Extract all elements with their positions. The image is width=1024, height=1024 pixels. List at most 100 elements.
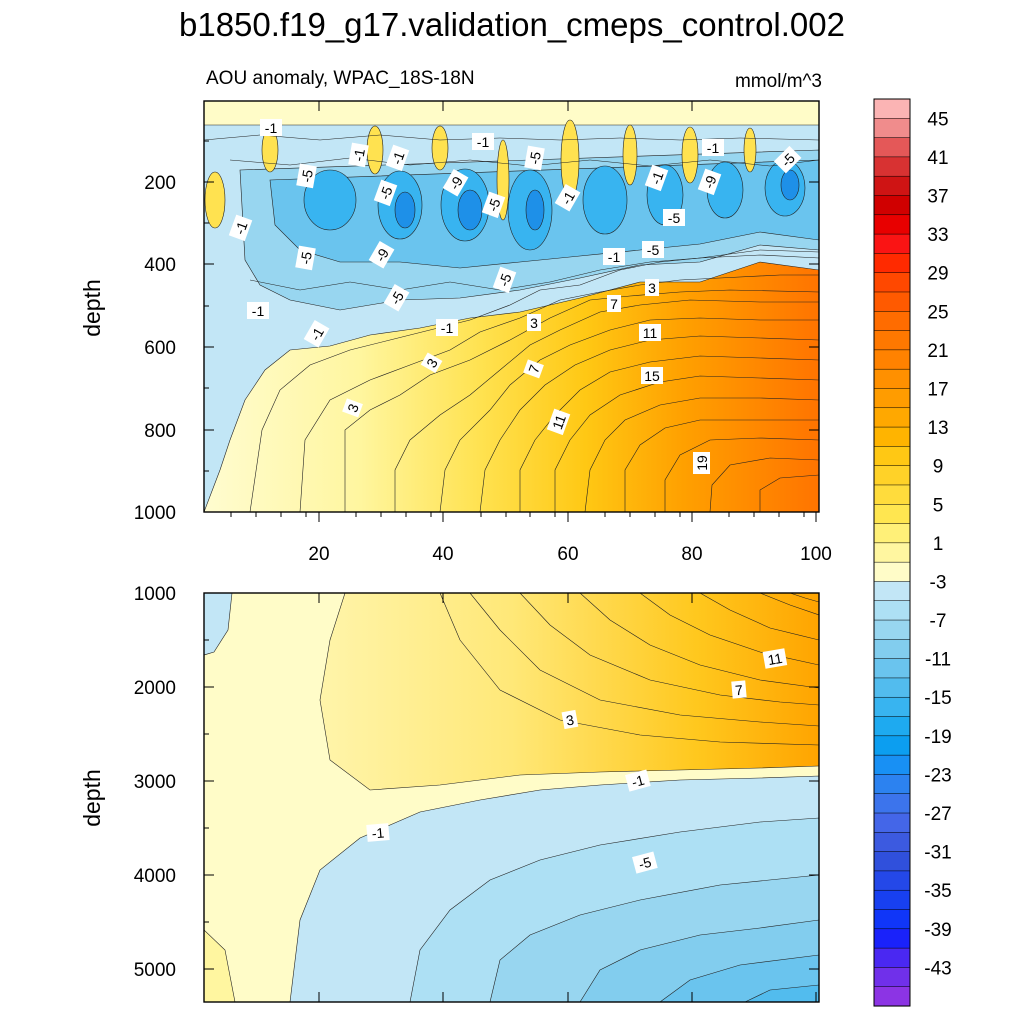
svg-text:-1: -1	[265, 120, 278, 136]
contour-label: 19	[693, 452, 710, 474]
svg-text:3: 3	[565, 711, 576, 728]
lower-plot-frame	[203, 592, 820, 1003]
contour-label: 3	[645, 279, 659, 296]
contour-label: -1	[472, 133, 494, 150]
svg-text:7: 7	[734, 682, 743, 699]
lower-ytick-1000: 1000	[134, 584, 176, 605]
svg-text:-1: -1	[707, 140, 720, 156]
colorbar-swatch	[873, 812, 911, 833]
colorbar-swatch	[873, 291, 911, 312]
svg-text:-1: -1	[477, 134, 490, 150]
contour-label: -1	[436, 319, 458, 336]
colorbar-swatch	[873, 330, 911, 351]
svg-text:-5: -5	[298, 168, 316, 183]
colorbar-label: 33	[927, 225, 948, 246]
contour-label: -5	[632, 851, 658, 874]
colorbar-label: 45	[927, 109, 948, 130]
svg-text:11: 11	[766, 650, 783, 668]
colorbar-label: -15	[924, 688, 951, 709]
contour-label: -1	[348, 142, 369, 168]
colorbar-swatch	[873, 311, 911, 332]
svg-text:-5: -5	[495, 271, 514, 288]
contour-label: -5	[296, 163, 317, 189]
colorbar-swatch	[873, 967, 911, 988]
svg-text:-5: -5	[668, 210, 681, 226]
colorbar-labels: 45 41 37 33 29 25 21 17 13 9 5 1 -3 -7 -11 -15 -19 -23 -27…	[924, 109, 951, 979]
svg-text:-5: -5	[297, 250, 315, 265]
lower-x-axis	[318, 593, 817, 1002]
contour-label: 3	[561, 709, 579, 730]
colorbar-swatch	[873, 118, 911, 139]
colorbar-label: -23	[924, 765, 951, 786]
colorbar-swatch	[873, 465, 911, 486]
contour-label: -1	[625, 769, 651, 792]
colorbar-label: 1	[933, 534, 944, 555]
colorbar-swatch	[873, 484, 911, 505]
colorbar-label: 13	[927, 418, 948, 439]
upper-y-axis-label: depth	[79, 279, 105, 337]
contour-label: -9	[442, 168, 469, 197]
upper-ytick-600: 600	[144, 338, 176, 359]
colorbar-swatch	[873, 774, 911, 795]
svg-text:-5: -5	[376, 184, 395, 201]
colorbar: 45 41 37 33 29 25 21 17 13 9 5 1 -3 -7 -11 -15 -19 -23 -27…	[873, 98, 952, 1007]
svg-text:11: 11	[549, 412, 569, 431]
figure-title: b1850.f19_g17.validation_cmeps_control.0…	[179, 6, 845, 43]
colorbar-label: -39	[924, 920, 951, 941]
colorbar-swatch	[873, 195, 911, 216]
colorbar-swatch	[873, 735, 911, 756]
svg-text:-1: -1	[371, 824, 385, 841]
svg-text:-1: -1	[231, 219, 250, 236]
lower-ytick-4000: 4000	[134, 866, 176, 887]
xtick-100: 100	[800, 544, 832, 565]
colorbar-swatch	[873, 928, 911, 949]
colorbar-swatch	[873, 542, 911, 563]
contour-label: 11	[546, 408, 571, 436]
lower-ytick-5000: 5000	[134, 960, 176, 981]
contour-label: -5	[524, 145, 545, 171]
svg-text:-5: -5	[526, 150, 544, 165]
colorbar-label: -7	[930, 611, 947, 632]
contour-label: 11	[762, 648, 788, 669]
svg-text:-1: -1	[630, 772, 646, 791]
contour-label: -5	[773, 145, 802, 174]
colorbar-swatch	[873, 156, 911, 177]
colorbar-swatch	[873, 851, 911, 872]
upper-contour-field	[204, 101, 819, 512]
colorbar-swatch	[873, 504, 911, 525]
lower-y-axis-label: depth	[79, 769, 105, 827]
contour-label: -1	[644, 164, 669, 192]
colorbar-label: 37	[927, 187, 948, 208]
contour-label: 15	[641, 367, 663, 384]
colorbar-label: 41	[927, 148, 948, 169]
xtick-80: 80	[681, 544, 702, 565]
colorbar-swatch	[873, 175, 911, 197]
colorbar-swatch	[873, 98, 911, 119]
contour-label: -5	[663, 209, 685, 226]
colorbar-swatch	[873, 986, 911, 1007]
colorbar-swatch	[873, 446, 911, 467]
colorbar-label: 17	[927, 380, 948, 401]
contour-label: 3	[420, 352, 443, 374]
contour-label: 11	[639, 324, 661, 341]
contour-label: -1	[702, 139, 724, 156]
colorbar-label: 21	[927, 341, 948, 362]
svg-text:-1: -1	[441, 320, 454, 336]
colorbar-swatch	[873, 696, 911, 718]
lower-ytick-2000: 2000	[134, 678, 176, 699]
colorbar-swatch	[873, 600, 911, 621]
lower-panel: 11 7 3 -1 -1 -5 1000 2000 3000 4000 5000 dept…	[79, 584, 820, 1003]
contour-label: -5	[373, 179, 398, 207]
svg-text:-1: -1	[252, 303, 265, 319]
colorbar-swatch	[873, 523, 911, 544]
contour-label: -1	[228, 214, 253, 242]
upper-contour-labels: -1 -1 -1 -1 -1 -1 -1 -1 -1 -1 -1 -1 -5 -5 -5 -5 -5 -5 -5 -5…	[228, 119, 802, 474]
colorbar-label: 9	[933, 457, 944, 478]
upper-panel-title: AOU anomaly, WPAC_18S-18N	[206, 68, 475, 89]
colorbar-label: -11	[925, 650, 951, 671]
colorbar-swatch	[873, 426, 911, 447]
svg-text:-1: -1	[647, 169, 666, 186]
colorbar-swatch	[873, 793, 911, 814]
svg-text:-1: -1	[608, 249, 621, 265]
colorbar-swatch	[873, 870, 911, 891]
